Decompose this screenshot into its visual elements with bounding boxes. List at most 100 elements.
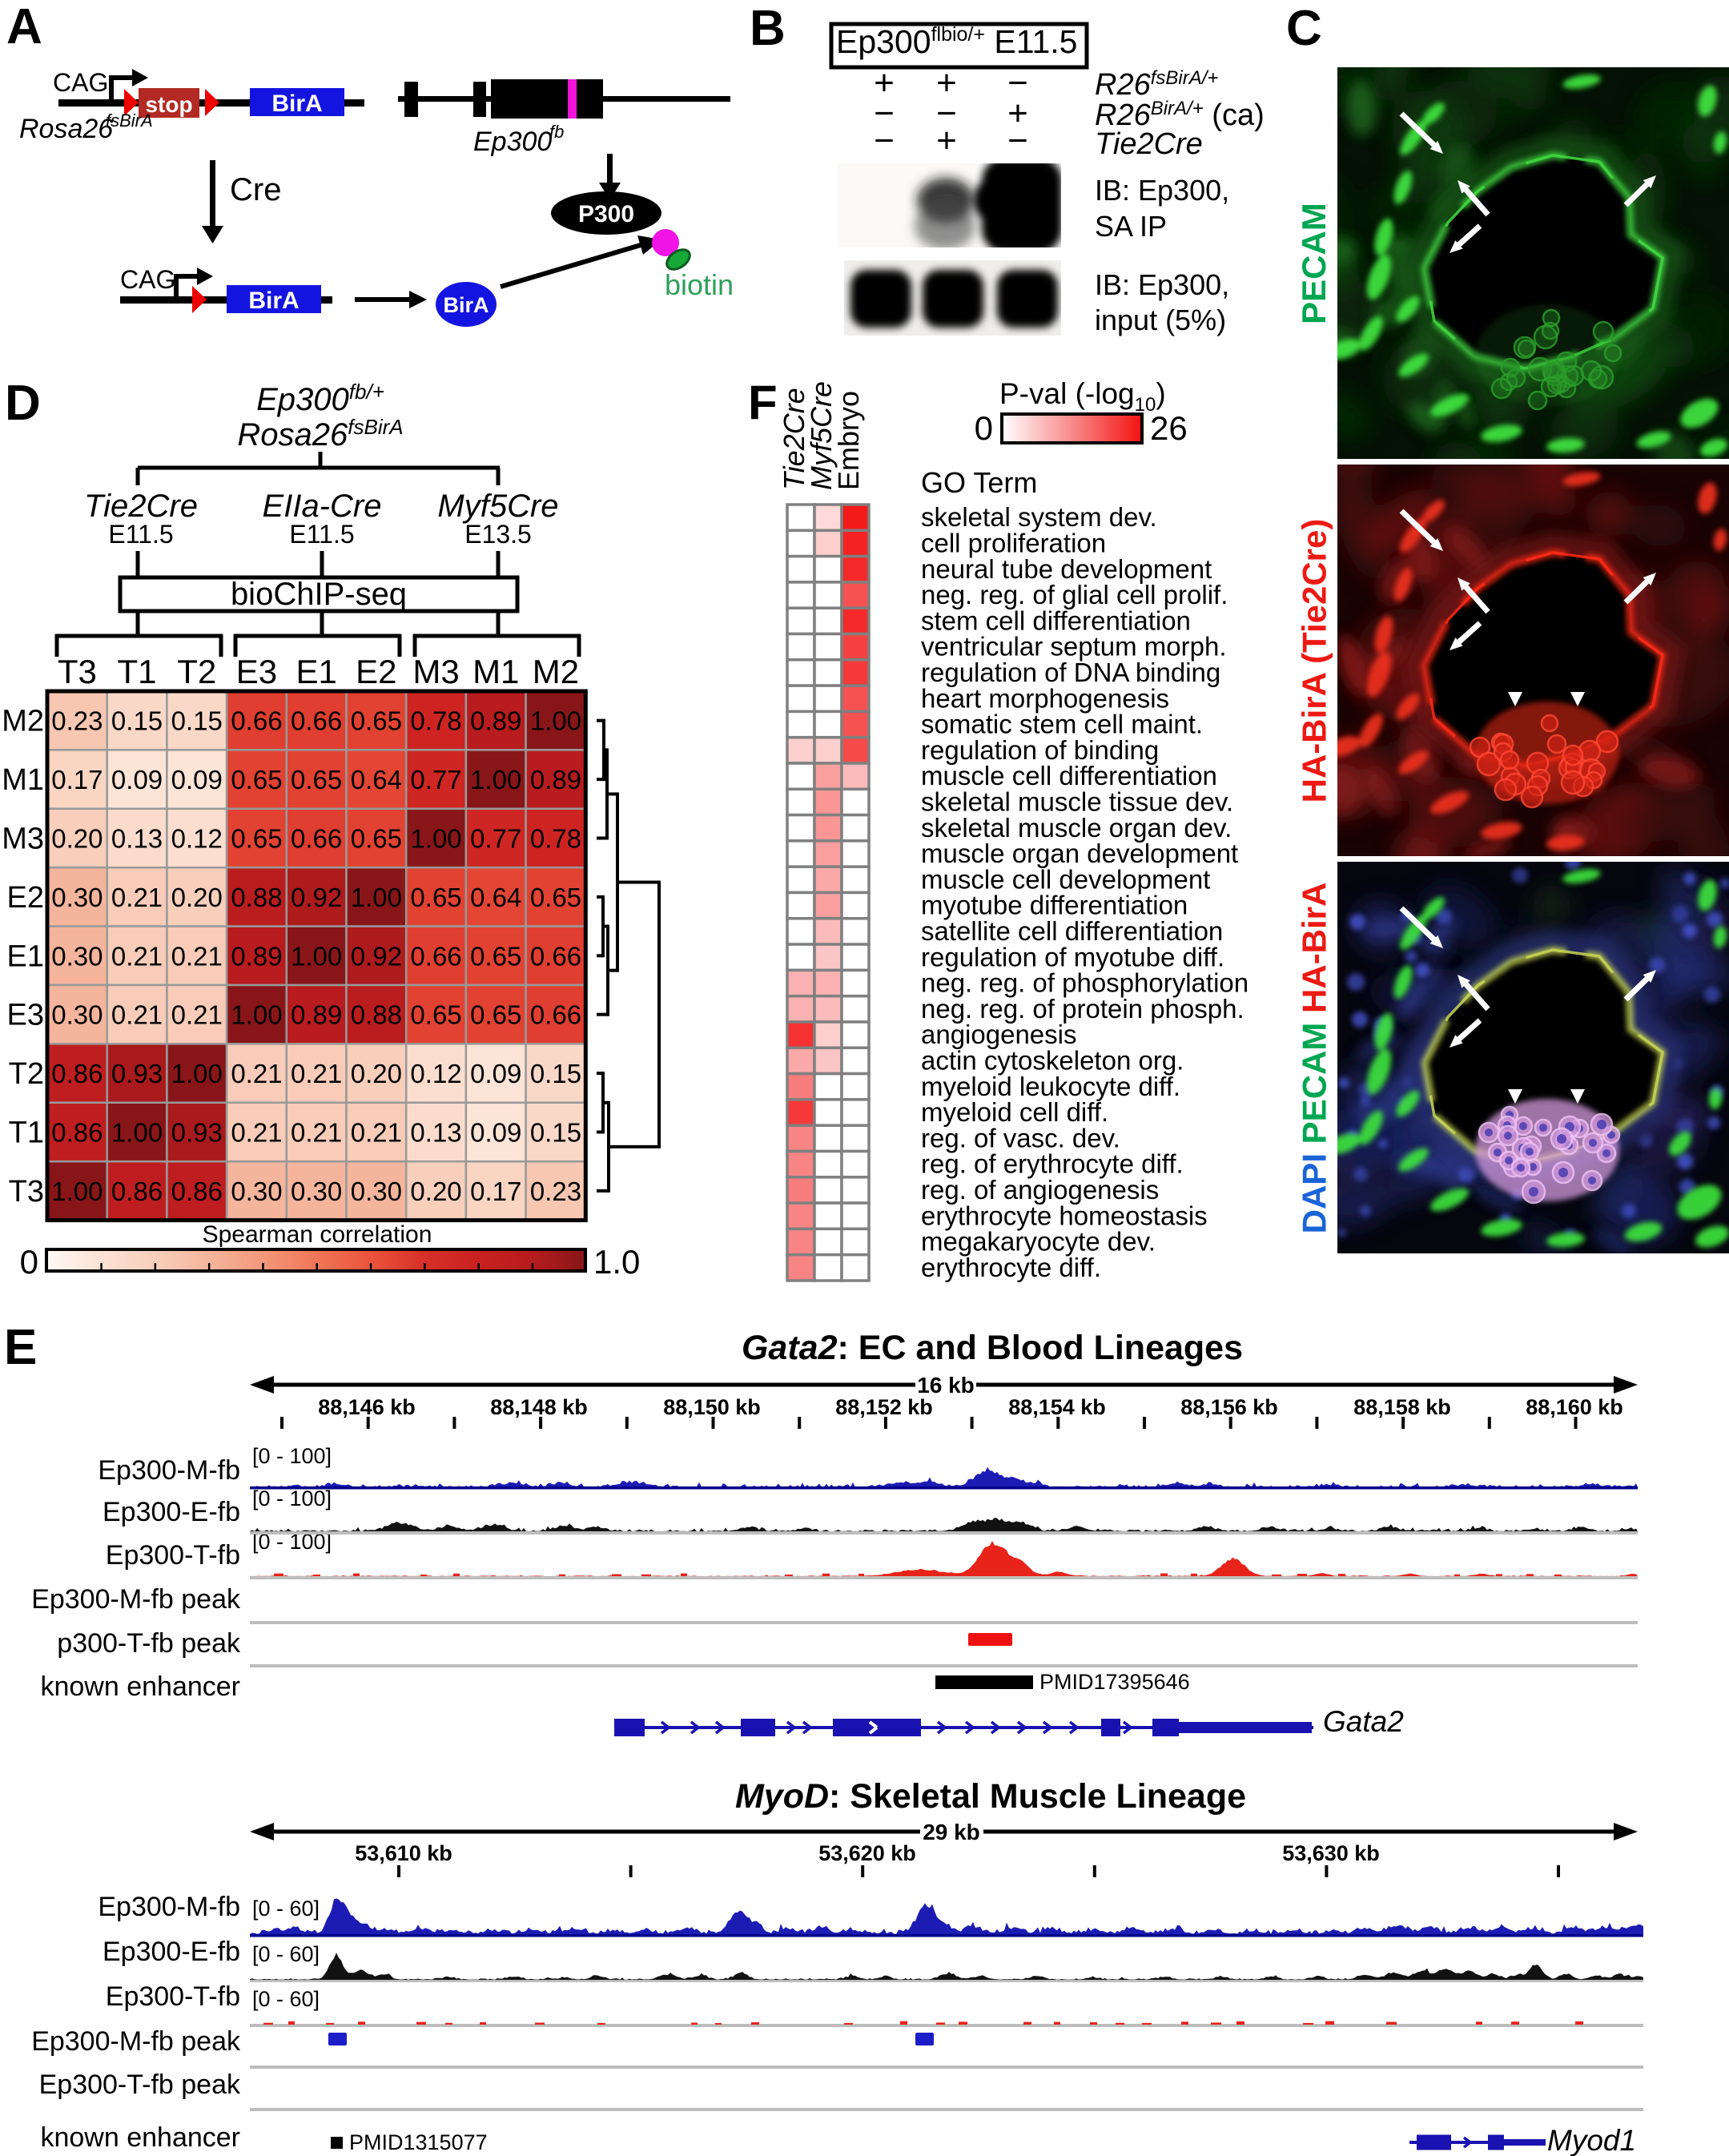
svg-text:E1: E1 (7, 939, 44, 973)
svg-text:Rosa26: Rosa26 (19, 114, 113, 144)
svg-text:P-val (-log10): P-val (-log10) (999, 377, 1166, 416)
svg-text:T1: T1 (118, 653, 157, 690)
svg-text:Ep300-T-fb: Ep300-T-fb (106, 1981, 240, 2012)
svg-text:E2: E2 (7, 881, 44, 915)
svg-text:+: + (874, 63, 895, 103)
svg-text:PMID1315077: PMID1315077 (349, 2130, 488, 2154)
svg-text:0.66: 0.66 (530, 1000, 581, 1030)
svg-text:0.30: 0.30 (51, 941, 103, 971)
svg-text:MyoD: Skeletal Muscle Lineage: MyoD: Skeletal Muscle Lineage (735, 1777, 1246, 1816)
svg-text:Embryo: Embryo (832, 391, 865, 490)
svg-text:0.20: 0.20 (171, 883, 223, 912)
svg-text:0.89: 0.89 (231, 941, 282, 971)
svg-text:0.92: 0.92 (351, 941, 402, 971)
svg-text:cell proliferation: cell proliferation (921, 528, 1106, 557)
svg-text:[0 - 60]: [0 - 60] (252, 1942, 320, 1966)
svg-text:1.00: 1.00 (530, 706, 581, 736)
svg-text:88,154 kb: 88,154 kb (1008, 1395, 1106, 1419)
svg-text:M2: M2 (533, 653, 579, 690)
svg-text:Myod1: Myod1 (1547, 2124, 1636, 2156)
svg-text:0.89: 0.89 (530, 765, 581, 794)
svg-text:satellite cell differentiation: satellite cell differentiation (921, 916, 1223, 946)
svg-text:F: F (748, 376, 778, 429)
svg-text:Tie2Cre: Tie2Cre (1095, 127, 1203, 161)
svg-text:0.09: 0.09 (470, 1059, 521, 1088)
svg-text:M2: M2 (2, 705, 44, 738)
svg-text:0.66: 0.66 (291, 706, 342, 736)
svg-text:0.92: 0.92 (291, 883, 342, 912)
svg-text:SA IP: SA IP (1095, 210, 1167, 243)
svg-text:0.09: 0.09 (171, 765, 223, 794)
svg-text:Myf5Cre: Myf5Cre (805, 381, 838, 490)
svg-text:0.89: 0.89 (291, 1000, 342, 1030)
svg-text:neural tube development: neural tube development (921, 554, 1212, 584)
svg-text:0.86: 0.86 (51, 1059, 103, 1088)
svg-text:0.21: 0.21 (231, 1118, 282, 1148)
svg-text:0.65: 0.65 (291, 765, 342, 794)
svg-text:+: + (936, 63, 957, 103)
svg-text:0.30: 0.30 (51, 883, 103, 912)
svg-text:IB: Ep300,: IB: Ep300, (1095, 268, 1229, 301)
svg-text:reg. of erythrocyte diff.: reg. of erythrocyte diff. (921, 1149, 1184, 1179)
svg-text:Ep300-M-fb peak: Ep300-M-fb peak (31, 1584, 241, 1615)
svg-text:0.88: 0.88 (351, 1000, 402, 1030)
svg-text:[0 - 60]: [0 - 60] (252, 1897, 320, 1921)
svg-text:−: − (1007, 63, 1028, 103)
svg-text:88,150 kb: 88,150 kb (663, 1395, 761, 1419)
svg-text:0.65: 0.65 (410, 1000, 461, 1030)
svg-text:[0 - 100]: [0 - 100] (252, 1444, 332, 1468)
svg-text:actin cytoskeleton org.: actin cytoskeleton org. (921, 1045, 1184, 1075)
svg-text:0.65: 0.65 (530, 883, 581, 912)
svg-text:0.15: 0.15 (171, 706, 223, 736)
svg-text:stem cell differentiation: stem cell differentiation (921, 605, 1191, 635)
svg-text:Rosa26fsBirA: Rosa26fsBirA (237, 415, 403, 453)
svg-text:0.17: 0.17 (51, 765, 103, 794)
svg-text:CAG: CAG (53, 68, 108, 97)
svg-text:neg. reg. of protein phosph.: neg. reg. of protein phosph. (921, 994, 1244, 1024)
svg-text:0.21: 0.21 (171, 941, 223, 971)
svg-text:heart morphogenesis: heart morphogenesis (921, 683, 1169, 713)
svg-text:Tie2Cre: Tie2Cre (84, 489, 198, 524)
svg-text:88,158 kb: 88,158 kb (1353, 1395, 1451, 1419)
svg-text:88,146 kb: 88,146 kb (318, 1395, 416, 1419)
svg-text:0.65: 0.65 (231, 765, 282, 794)
svg-text:0.65: 0.65 (470, 1000, 521, 1030)
svg-text:0.66: 0.66 (410, 941, 461, 971)
svg-text:[0 - 60]: [0 - 60] (252, 1987, 320, 2011)
svg-text:M1: M1 (472, 653, 519, 690)
svg-text:0.20: 0.20 (410, 1177, 461, 1206)
svg-text:neg. reg. of glial cell prolif: neg. reg. of glial cell prolif. (921, 580, 1228, 609)
svg-text:erythrocyte diff.: erythrocyte diff. (921, 1253, 1101, 1282)
svg-text:0.66: 0.66 (530, 941, 581, 971)
svg-text:1.00: 1.00 (231, 1000, 282, 1030)
svg-text:input (5%): input (5%) (1095, 304, 1226, 336)
svg-text:Ep300-T-fb peak: Ep300-T-fb peak (39, 2070, 241, 2100)
svg-text:0.65: 0.65 (351, 706, 402, 736)
svg-text:PMID17395646: PMID17395646 (1039, 1670, 1190, 1694)
svg-text:Myf5Cre: Myf5Cre (437, 489, 558, 524)
svg-text:0.65: 0.65 (351, 824, 402, 854)
svg-text:D: D (5, 376, 41, 431)
svg-text:0.30: 0.30 (351, 1177, 402, 1206)
svg-text:0.64: 0.64 (351, 765, 402, 794)
svg-text:0.77: 0.77 (470, 824, 521, 854)
svg-text:known enhancer: known enhancer (40, 1671, 240, 1702)
svg-text:Ep300fb/+: Ep300fb/+ (256, 380, 384, 417)
svg-text:P300: P300 (578, 201, 634, 227)
svg-text:1.00: 1.00 (410, 824, 461, 854)
svg-text:E1: E1 (296, 653, 336, 690)
svg-text:0: 0 (20, 1243, 38, 1281)
svg-text:myotube differentiation: myotube differentiation (921, 891, 1188, 920)
svg-text:biotin: biotin (665, 268, 734, 301)
svg-text:Cre: Cre (230, 172, 281, 207)
svg-text:Tie2Cre: Tie2Cre (778, 388, 810, 490)
svg-text:neg. reg. of phosphorylation: neg. reg. of phosphorylation (921, 968, 1248, 998)
svg-text:BirA: BirA (248, 288, 299, 314)
svg-text:Ep300-E-fb: Ep300-E-fb (103, 1937, 240, 1967)
svg-text:−: − (1007, 121, 1028, 160)
svg-text:regulation of binding: regulation of binding (921, 735, 1159, 765)
svg-text:53,620 kb: 53,620 kb (818, 1841, 916, 1865)
svg-text:0.21: 0.21 (111, 883, 163, 912)
svg-text:0.78: 0.78 (410, 706, 461, 736)
svg-text:Ep300-E-fb: Ep300-E-fb (103, 1497, 240, 1527)
